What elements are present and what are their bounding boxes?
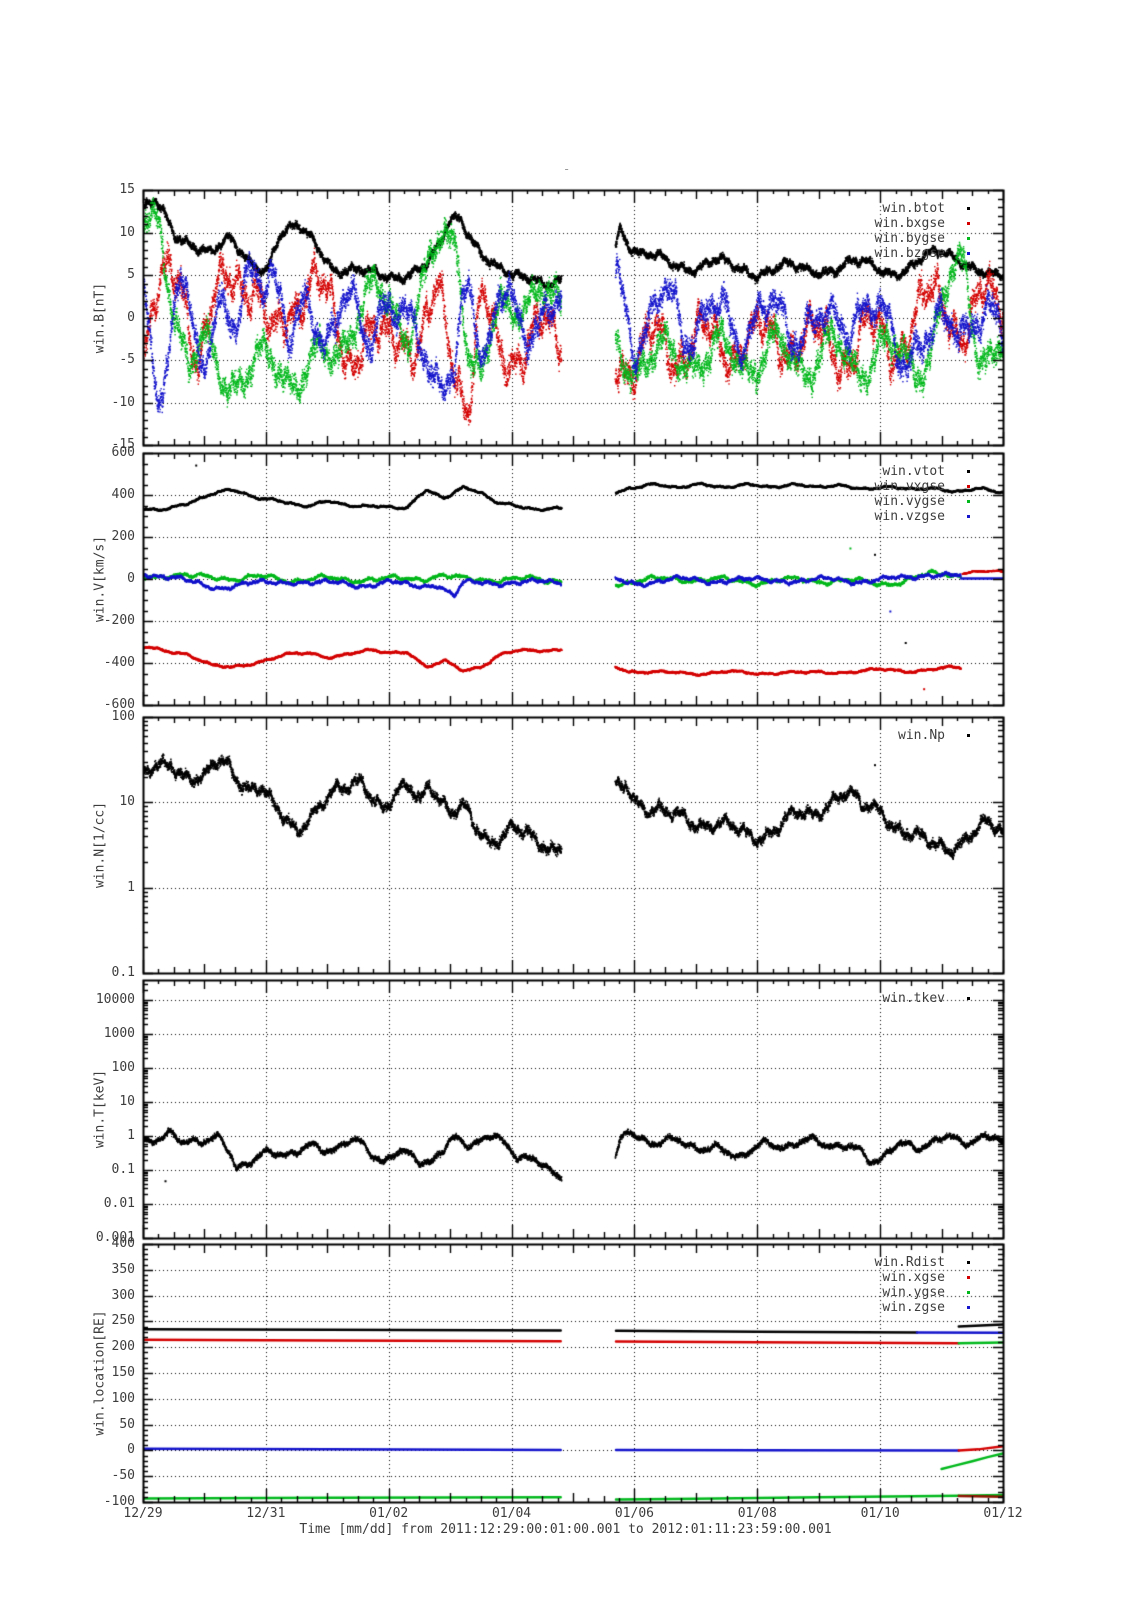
x-axis-title: Time [mm/dd] from 2011:12:29:00:01:00.00… [299,1522,832,1537]
